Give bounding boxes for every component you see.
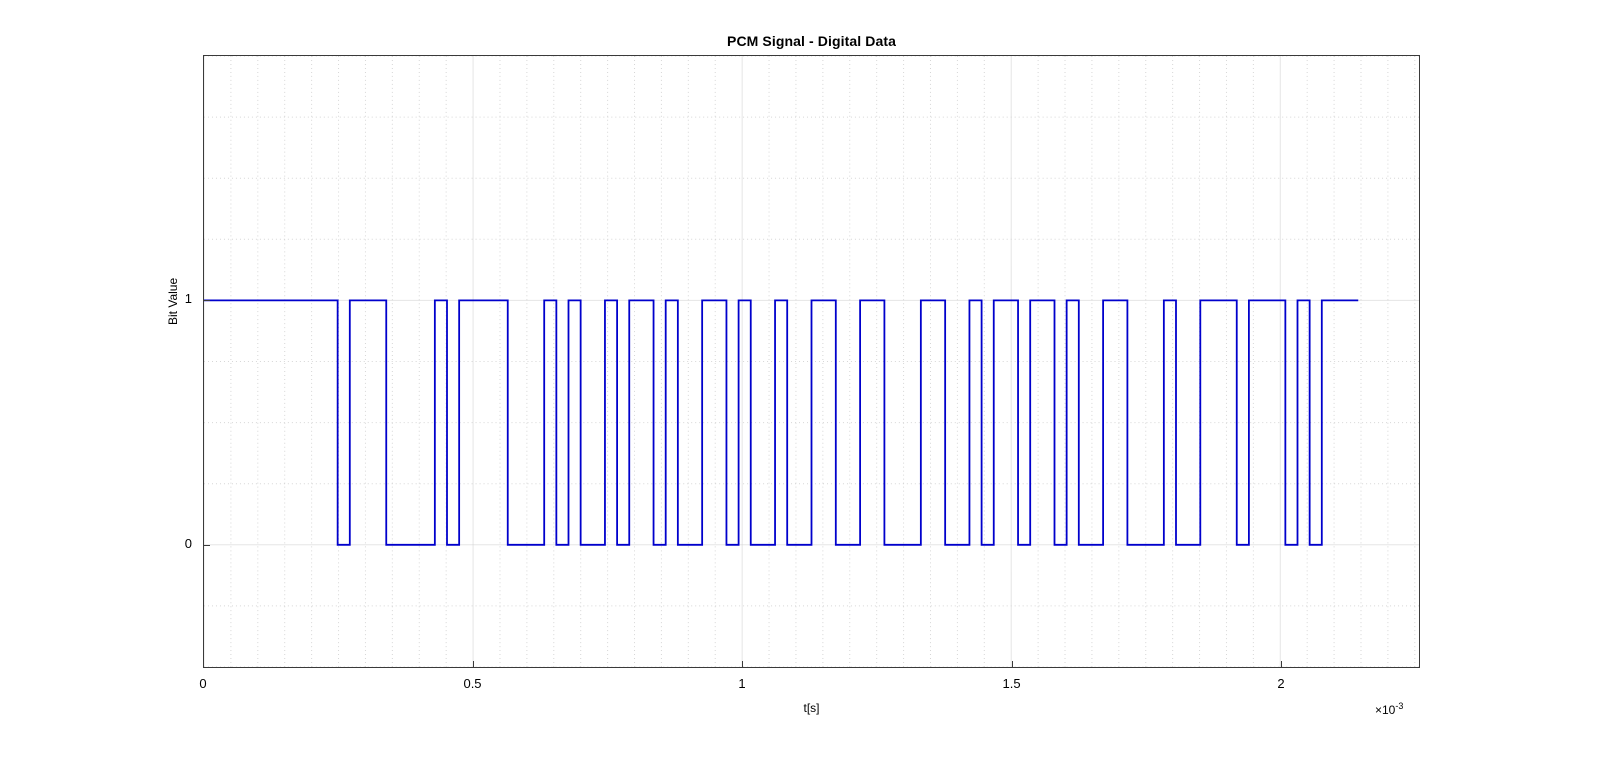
y-tick-label: 1 (184, 291, 192, 307)
plot-area (203, 55, 1420, 668)
x-tick-mark (203, 661, 204, 668)
exponent-power: -3 (1395, 701, 1404, 711)
x-tick-mark (472, 661, 474, 668)
y-tick-mark (203, 300, 210, 302)
x-tick-label: 0.5 (463, 676, 482, 691)
exponent-prefix: ×10 (1375, 703, 1396, 717)
x-tick-label: 1 (738, 676, 746, 691)
x-tick-label: 2 (1277, 676, 1285, 691)
page-title: PCM Signal - Digital Data (727, 33, 896, 49)
x-tick-label: 1.5 (1002, 676, 1021, 691)
y-tick-label: 0 (184, 536, 192, 552)
x-axis-label: t[s] (803, 701, 820, 715)
x-tick-mark (1011, 661, 1013, 668)
x-tick-label: 0 (199, 676, 207, 691)
pcm-signal-trace (204, 299, 1359, 546)
y-axis-label: Bit Value (166, 277, 180, 325)
x-tick-mark (1281, 661, 1283, 668)
x-tick-mark (742, 661, 744, 668)
x-axis-exponent-label: ×10-3 (1375, 701, 1403, 717)
y-tick-mark (203, 545, 210, 547)
